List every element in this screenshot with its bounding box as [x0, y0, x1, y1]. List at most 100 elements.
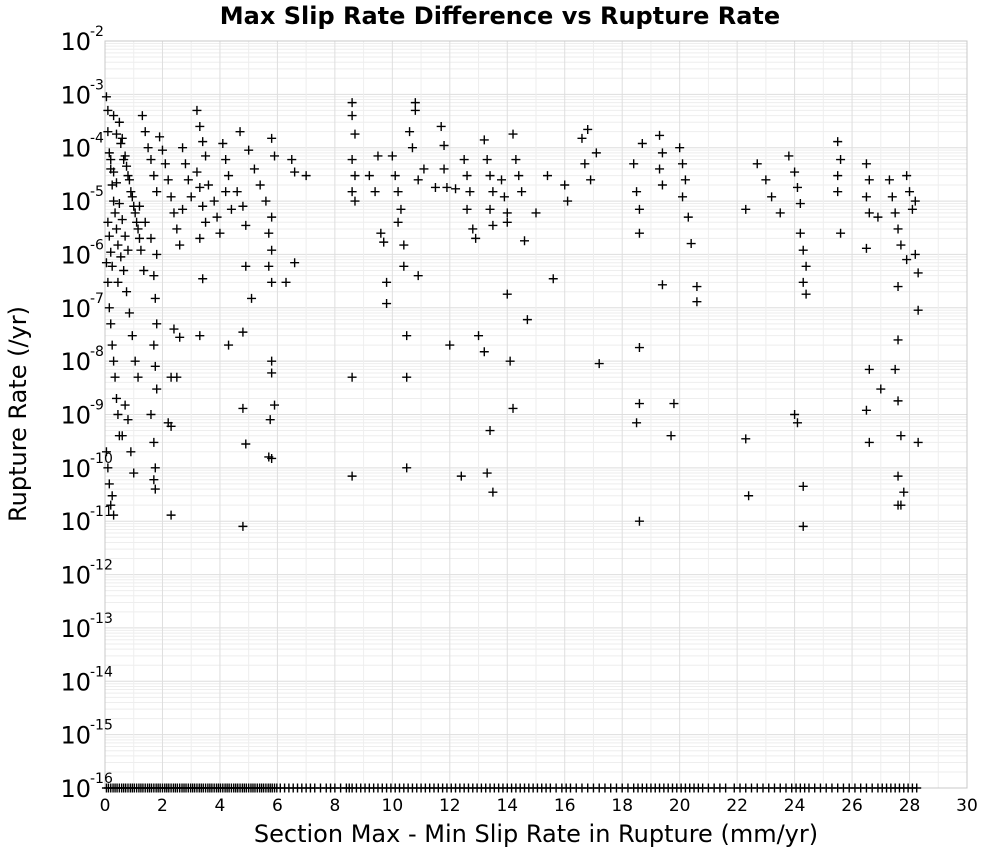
data-point	[379, 237, 389, 247]
data-point	[548, 274, 558, 284]
data-point	[226, 204, 236, 214]
data-point	[905, 187, 915, 197]
data-point	[347, 187, 357, 197]
data-point	[801, 289, 811, 299]
data-point	[114, 199, 124, 209]
data-point	[109, 196, 119, 206]
data-point	[798, 245, 808, 255]
data-point	[402, 331, 412, 341]
data-point	[896, 500, 906, 510]
data-point	[410, 105, 420, 115]
data-point	[669, 399, 679, 409]
data-point	[106, 319, 116, 329]
data-point	[163, 175, 173, 185]
data-point	[471, 233, 481, 243]
data-point	[267, 133, 277, 143]
data-point	[122, 161, 132, 171]
data-point	[907, 204, 917, 214]
data-point	[149, 171, 159, 181]
data-point	[109, 167, 119, 177]
x-tick-label: 2	[157, 796, 168, 816]
data-point	[350, 171, 360, 181]
data-point	[514, 171, 524, 181]
data-point	[146, 410, 156, 419]
data-point	[241, 439, 251, 449]
data-point	[560, 180, 570, 190]
y-tick-exponent: -12	[90, 558, 113, 574]
data-point	[149, 340, 159, 350]
data-point	[143, 143, 153, 153]
data-point	[104, 148, 114, 158]
data-point	[798, 481, 808, 491]
data-point	[261, 196, 271, 206]
data-point	[264, 261, 274, 271]
data-point	[134, 233, 144, 243]
y-tick-exponent: -9	[90, 398, 104, 414]
data-point	[136, 245, 146, 255]
data-point	[456, 471, 466, 481]
data-point	[267, 212, 277, 222]
data-point	[399, 240, 409, 250]
data-point	[485, 204, 495, 214]
data-point	[203, 180, 213, 190]
data-point	[192, 167, 202, 177]
data-point	[792, 182, 802, 192]
data-point	[137, 111, 147, 121]
data-point	[155, 132, 165, 142]
data-point	[657, 180, 667, 190]
data-point	[520, 236, 530, 246]
data-point	[678, 159, 688, 169]
data-point	[139, 265, 149, 275]
data-point	[522, 315, 532, 325]
data-point	[238, 403, 248, 413]
data-point	[439, 164, 449, 174]
data-point	[864, 437, 874, 447]
y-tick-exponent: -7	[90, 291, 104, 307]
data-point	[459, 155, 469, 165]
data-point	[224, 171, 234, 181]
data-point	[103, 217, 113, 227]
data-point	[407, 143, 417, 153]
data-point	[347, 111, 357, 121]
data-point	[479, 347, 489, 357]
data-point	[511, 155, 521, 165]
data-point	[474, 331, 484, 341]
data-point	[134, 201, 144, 211]
data-point	[445, 340, 455, 350]
data-point	[111, 393, 121, 403]
data-point	[508, 129, 518, 139]
x-tick-label: 4	[215, 796, 226, 816]
data-point	[833, 137, 843, 147]
data-point	[741, 204, 751, 214]
data-point	[166, 421, 176, 431]
data-point	[172, 224, 182, 234]
data-point	[172, 372, 182, 382]
data-point	[451, 184, 461, 194]
data-point	[468, 224, 478, 234]
data-point	[347, 155, 357, 165]
y-tick-label: 10	[60, 81, 91, 109]
data-point	[861, 192, 871, 202]
data-point	[634, 204, 644, 214]
data-point	[249, 164, 259, 174]
data-point	[767, 192, 777, 202]
data-point	[350, 129, 360, 139]
data-point	[890, 364, 900, 374]
data-point	[107, 340, 117, 350]
data-point	[119, 265, 129, 275]
data-point	[680, 175, 690, 185]
data-point	[106, 500, 116, 510]
data-point	[107, 491, 117, 501]
data-point	[402, 463, 412, 473]
data-point	[103, 277, 113, 287]
data-point	[517, 187, 527, 197]
data-point	[634, 228, 644, 238]
data-point	[902, 171, 912, 181]
data-point	[117, 431, 127, 441]
y-tick-exponent: -13	[90, 611, 113, 627]
data-point	[104, 303, 114, 313]
data-point	[146, 233, 156, 243]
data-point	[485, 171, 495, 181]
y-tick-label: 10	[60, 295, 91, 323]
data-point	[393, 187, 403, 197]
